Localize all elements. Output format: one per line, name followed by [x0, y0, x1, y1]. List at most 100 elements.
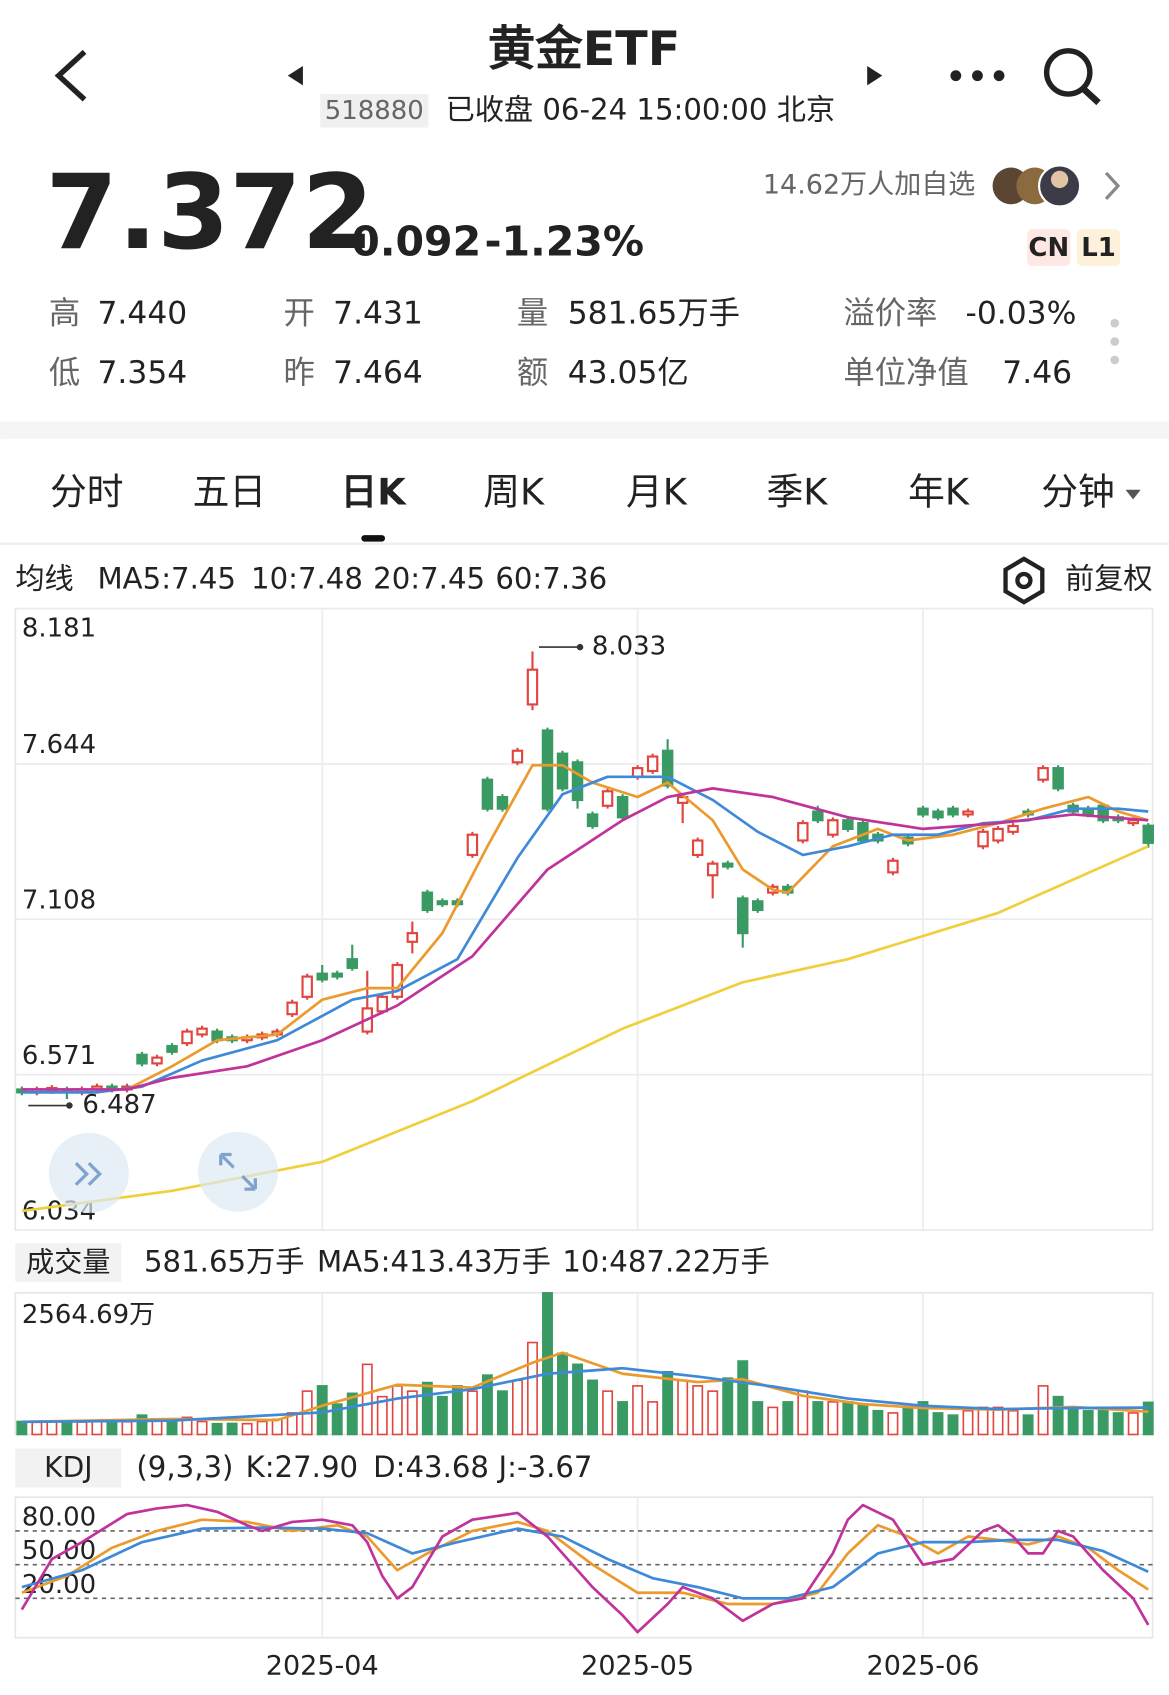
- volume-bar: [331, 1403, 343, 1436]
- badge: CN: [1028, 233, 1069, 263]
- volume-bar: [151, 1420, 163, 1436]
- candle-body: [706, 862, 719, 877]
- prev-button[interactable]: [287, 65, 303, 86]
- price: 7.372: [46, 153, 374, 273]
- x-tick-label: 2025-05: [581, 1650, 694, 1681]
- stat-label: 低: [49, 355, 80, 391]
- stat-label: 昨: [283, 355, 314, 391]
- candle-body: [857, 822, 869, 842]
- chevron[interactable]: [1104, 171, 1121, 200]
- volume-bar: [1067, 1406, 1079, 1436]
- stat-value: 7.464: [333, 355, 423, 391]
- ma-title: 均线: [15, 561, 73, 595]
- volume-bar: [542, 1292, 553, 1436]
- volume-bar: [196, 1420, 208, 1436]
- candle-body: [481, 778, 494, 810]
- candle-body: [721, 862, 734, 868]
- volume-bar: [76, 1421, 88, 1436]
- volume-bar: [436, 1395, 448, 1436]
- volume-bar: [511, 1379, 523, 1436]
- search-button[interactable]: [1043, 48, 1101, 106]
- more-button[interactable]: [950, 70, 1005, 82]
- volume-bar: [31, 1421, 43, 1436]
- y-tick-label: 6.571: [22, 1041, 96, 1071]
- candle-body: [797, 822, 809, 842]
- collapse-button[interactable]: [48, 1132, 129, 1213]
- volume-bar: [91, 1420, 103, 1436]
- volume-bar: [962, 1409, 974, 1436]
- volume-summary: 581.65万手: [144, 1245, 304, 1279]
- tab[interactable]: 年K: [908, 471, 970, 514]
- tab[interactable]: 季K: [766, 471, 828, 514]
- volume-bar: [1082, 1409, 1094, 1436]
- candle-body: [1142, 824, 1154, 844]
- volume-bar: [737, 1360, 749, 1436]
- y-tick-label: 8.181: [22, 614, 96, 644]
- next-button[interactable]: [867, 65, 883, 86]
- volume-bar: [812, 1401, 824, 1436]
- candle-body: [466, 833, 479, 857]
- legend-entry: 20:7.45: [373, 561, 485, 595]
- legend-entry: 10:487.22万手: [562, 1245, 769, 1279]
- kdj-line: [20, 1503, 1150, 1634]
- candle-body: [812, 810, 824, 822]
- volume-bar: [1022, 1414, 1034, 1436]
- tab[interactable]: 分钟: [1041, 471, 1115, 514]
- legend-entry: D:43.68: [373, 1450, 489, 1484]
- followers[interactable]: 14.62万人加自选: [763, 169, 975, 200]
- candle-body: [541, 729, 554, 810]
- volume-bar: [767, 1406, 779, 1436]
- tab[interactable]: 分时: [50, 471, 124, 514]
- candle-body: [962, 810, 974, 816]
- volume-bar: [932, 1412, 944, 1436]
- volume-bar: [557, 1352, 568, 1436]
- adjust[interactable]: 前复权: [1065, 561, 1153, 595]
- back-button[interactable]: [54, 49, 87, 102]
- volume-bar: [752, 1401, 764, 1436]
- volume-ma-line: [21, 1351, 1149, 1424]
- ma-line: [21, 763, 1149, 1091]
- volume-bar: [692, 1385, 704, 1436]
- kdj-params: (9,3,3): [136, 1450, 233, 1484]
- legend-entry: 10:7.48: [251, 561, 363, 595]
- candle-body: [1007, 824, 1019, 833]
- badge: L1: [1081, 233, 1116, 263]
- x-tick-label: 2025-04: [266, 1650, 379, 1681]
- candle-body: [511, 749, 524, 764]
- candle-body: [947, 807, 959, 816]
- candle-body: [1052, 767, 1064, 790]
- code: 518880: [325, 96, 424, 126]
- tab[interactable]: 日K: [341, 471, 408, 514]
- candle-body: [842, 819, 854, 830]
- dropdown-arrow[interactable]: [1125, 489, 1141, 500]
- label-bg: [15, 1243, 122, 1283]
- stat-label: 溢价率: [843, 296, 937, 332]
- candle-body: [316, 972, 328, 981]
- legend-entry: K:27.90: [246, 1450, 358, 1484]
- divider: [0, 421, 1169, 439]
- stat-value: 7.431: [333, 296, 423, 332]
- legend-entry: 60:7.36: [495, 561, 607, 595]
- candle-body: [376, 995, 389, 1013]
- settings-icon[interactable]: [1003, 556, 1045, 605]
- volume-bar: [361, 1363, 373, 1436]
- min-label: 6.487: [82, 1090, 156, 1120]
- change: -0.092: [334, 217, 481, 265]
- tab[interactable]: 月K: [626, 471, 688, 514]
- stats-more[interactable]: [1110, 318, 1120, 365]
- stat-label: 额: [517, 355, 548, 391]
- volume-bar: [271, 1418, 283, 1436]
- stat-value: 7.46: [1002, 355, 1072, 391]
- volume-bar: [136, 1414, 148, 1436]
- volume-bar: [992, 1406, 1004, 1436]
- candle-body: [1037, 767, 1049, 781]
- volume-bar: [256, 1420, 268, 1436]
- stat-value: 43.05亿: [568, 355, 689, 391]
- tab[interactable]: 周K: [483, 471, 545, 514]
- expand-button[interactable]: [198, 1131, 279, 1212]
- candle-body: [196, 1027, 208, 1036]
- tab[interactable]: 五日: [193, 471, 267, 514]
- volume-bar: [707, 1390, 719, 1436]
